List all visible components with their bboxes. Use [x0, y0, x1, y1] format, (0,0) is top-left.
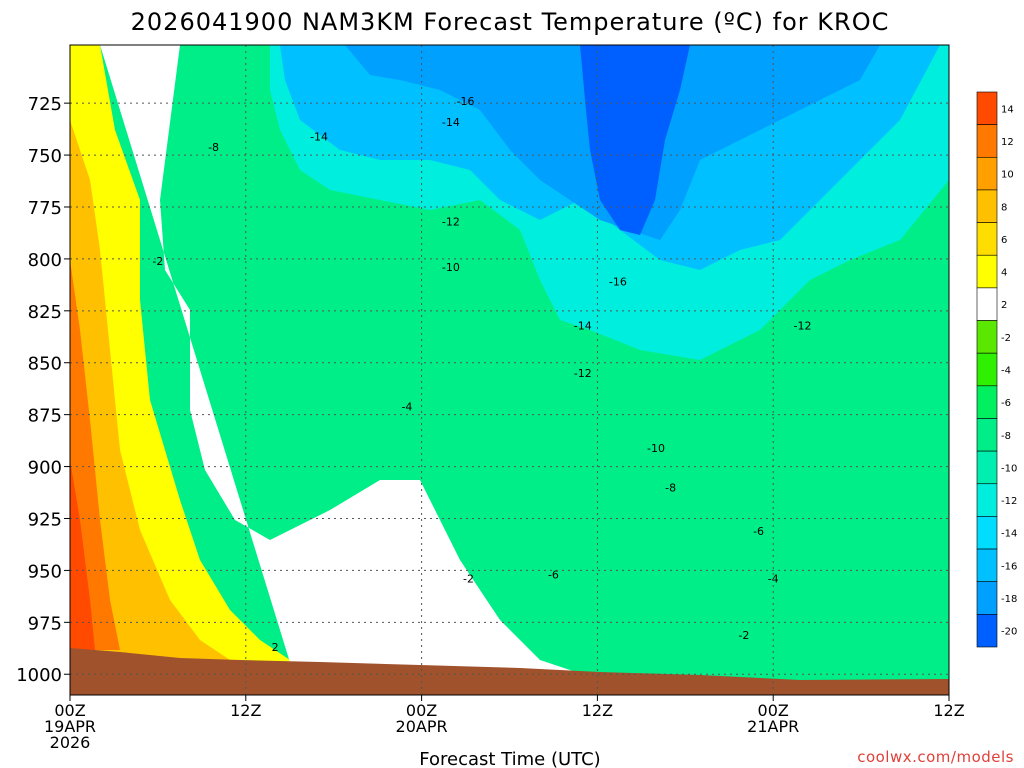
- colorbar-label: 12: [1001, 137, 1014, 148]
- colorbar-label: -2: [1001, 333, 1011, 344]
- colorbar-swatch: [976, 581, 998, 615]
- contour-label: -14: [574, 319, 592, 332]
- colorbar-swatch: [976, 352, 998, 387]
- contour-label: -6: [548, 569, 559, 582]
- colorbar-swatch: [976, 189, 998, 223]
- colorbar-label: -14: [1001, 529, 1017, 540]
- colorbar-swatch: [976, 385, 998, 419]
- contour-labels: -16 -14 -14 -8 -12 -10 -2 -16 -14 -12 -12 -4 -10 -8 -6…: [152, 95, 811, 654]
- ground-surface: [70, 648, 949, 695]
- colorbar-swatch: [976, 156, 998, 191]
- colorbar-label: -12: [1001, 496, 1017, 507]
- fill-warm-low-12: [70, 460, 95, 650]
- colorbar-label: 2: [1001, 300, 1007, 311]
- chart-title: 2026041900 NAM3KM Forecast Temperature (…: [131, 8, 890, 36]
- y-tick-label: 825: [28, 302, 62, 323]
- colorbar-label: -4: [1001, 366, 1011, 377]
- x-tick-label: 12Z: [582, 701, 613, 720]
- colorbar-label: -8: [1001, 431, 1011, 442]
- contour-label: -10: [442, 261, 460, 274]
- contour-label: -8: [665, 481, 676, 494]
- colorbar-swatch: [976, 91, 998, 125]
- credit-text: coolwx.com/models: [857, 748, 1014, 766]
- y-tick-label: 850: [28, 354, 62, 375]
- contour-label: -8: [208, 141, 219, 154]
- y-tick-label: 925: [28, 509, 62, 530]
- contour-label: -12: [794, 319, 812, 332]
- colorbar-swatch: [976, 516, 998, 550]
- x-tick-label: 2026: [50, 733, 91, 752]
- y-axis: 725 750 775 800 825 850 875 900 925 950 975 1000: [16, 94, 70, 686]
- contour-label: -14: [442, 116, 460, 129]
- colorbar-swatch: [976, 450, 998, 485]
- x-axis-label: Forecast Time (UTC): [419, 749, 600, 768]
- colorbar: 14 12 10 8 6 4 2 -2 -4 -6 -8 -10 -12 -14 -16 -18 -20: [976, 91, 1017, 648]
- y-tick-label: 1000: [16, 665, 62, 686]
- contour-label: -2: [463, 573, 474, 586]
- y-tick-label: 975: [28, 613, 62, 634]
- x-tick-label: 21APR: [747, 717, 799, 736]
- x-tick-label: 20APR: [396, 717, 448, 736]
- colorbar-label: -16: [1001, 561, 1017, 572]
- colorbar-swatch: [976, 320, 998, 354]
- y-tick-label: 900: [28, 458, 62, 479]
- contour-label: -4: [401, 400, 412, 413]
- x-tick-label: 00Z: [758, 701, 789, 720]
- contour-label: 2: [272, 641, 279, 654]
- colorbar-swatch: [976, 483, 998, 517]
- y-tick-label: 725: [28, 94, 62, 115]
- colorbar-label: 14: [1001, 104, 1014, 115]
- grid: [70, 45, 949, 695]
- contour-label: -6: [753, 525, 764, 538]
- y-tick-label: 775: [28, 198, 62, 219]
- contour-label: -12: [442, 216, 460, 229]
- y-tick-label: 750: [28, 146, 62, 167]
- colorbar-label: 8: [1001, 202, 1007, 213]
- y-tick-label: 950: [28, 561, 62, 582]
- contour-label: -2: [738, 629, 749, 642]
- colorbar-swatch: [976, 418, 998, 452]
- contour-label: -16: [609, 276, 627, 289]
- plot-area: -16 -14 -14 -8 -12 -10 -2 -16 -14 -12 -12 -4 -10 -8 -6…: [69, 44, 950, 696]
- fill-white-band: [100, 45, 949, 695]
- colorbar-label: 4: [1001, 268, 1007, 279]
- y-tick-label: 875: [28, 406, 62, 427]
- contour-label: -2: [152, 255, 163, 268]
- colorbar-swatch: [976, 548, 998, 583]
- colorbar-label: -10: [1001, 463, 1017, 474]
- fill-cold-aloft-18: [580, 45, 690, 235]
- x-tick-label: 00Z: [406, 701, 437, 720]
- colorbar-label: 10: [1001, 170, 1014, 181]
- colorbar-swatch: [976, 254, 998, 289]
- colorbar-swatch: [976, 614, 998, 648]
- colorbar-label: -20: [1001, 627, 1017, 638]
- contour-label: -10: [647, 442, 665, 455]
- colorbar-label: 6: [1001, 235, 1007, 246]
- colorbar-label: -18: [1001, 594, 1017, 605]
- fill-warm-low-4: [70, 120, 230, 660]
- colorbar-swatch: [976, 222, 998, 256]
- x-tick-label: 00Z: [54, 701, 85, 720]
- x-tick-label: 19APR: [44, 717, 96, 736]
- contour-label: -12: [574, 367, 592, 380]
- colorbar-swatch: [976, 287, 998, 321]
- x-tick-label: 12Z: [230, 701, 261, 720]
- colorbar-swatch: [976, 124, 998, 158]
- plot-frame: [69, 44, 950, 696]
- y-tick-label: 800: [28, 250, 62, 271]
- contour-label: -14: [310, 130, 328, 143]
- colorbar-label: -6: [1001, 398, 1011, 409]
- x-tick-label: 12Z: [933, 701, 964, 720]
- contour-label: -16: [457, 95, 475, 108]
